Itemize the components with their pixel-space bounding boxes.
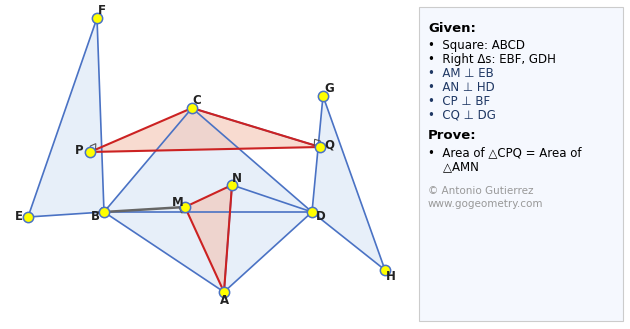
Text: N: N (232, 171, 242, 185)
Polygon shape (312, 96, 385, 270)
Point (23, 215, 33, 220)
Text: P: P (75, 143, 83, 157)
Text: F: F (98, 5, 106, 17)
Text: B: B (91, 210, 100, 222)
Text: •  AN ⊥ HD: • AN ⊥ HD (428, 81, 495, 94)
Point (92, 15, 102, 21)
Text: •  Square: ABCD: • Square: ABCD (428, 39, 525, 52)
Polygon shape (104, 108, 312, 292)
Point (315, 144, 325, 150)
Text: •  CQ ⊥ DG: • CQ ⊥ DG (428, 109, 496, 122)
Point (99, 209, 109, 215)
Point (85, 149, 95, 155)
FancyBboxPatch shape (419, 7, 623, 321)
Point (180, 204, 190, 210)
Text: © Antonio Gutierrez: © Antonio Gutierrez (428, 186, 534, 196)
Text: E: E (15, 211, 23, 223)
Text: •  Area of △CPQ = Area of: • Area of △CPQ = Area of (428, 146, 581, 159)
Point (187, 105, 197, 111)
Point (307, 209, 317, 215)
Text: D: D (316, 211, 326, 223)
Text: H: H (386, 270, 396, 284)
Text: Q: Q (324, 139, 334, 151)
Text: •  Right Δs: EBF, GDH: • Right Δs: EBF, GDH (428, 53, 556, 66)
Text: M: M (172, 195, 184, 209)
Text: G: G (324, 83, 334, 95)
Point (227, 182, 237, 188)
Text: Prove:: Prove: (428, 129, 477, 142)
Polygon shape (28, 18, 104, 217)
Polygon shape (90, 108, 320, 152)
Text: C: C (193, 94, 202, 108)
Text: A: A (219, 294, 229, 308)
Point (380, 267, 390, 273)
Point (318, 93, 328, 99)
Point (219, 290, 229, 295)
Text: www.gogeometry.com: www.gogeometry.com (428, 199, 544, 209)
Text: •  AM ⊥ EB: • AM ⊥ EB (428, 67, 494, 80)
Text: Given:: Given: (428, 22, 476, 35)
Polygon shape (185, 185, 232, 292)
Text: •  CP ⊥ BF: • CP ⊥ BF (428, 95, 490, 108)
Text: △AMN: △AMN (428, 160, 479, 173)
